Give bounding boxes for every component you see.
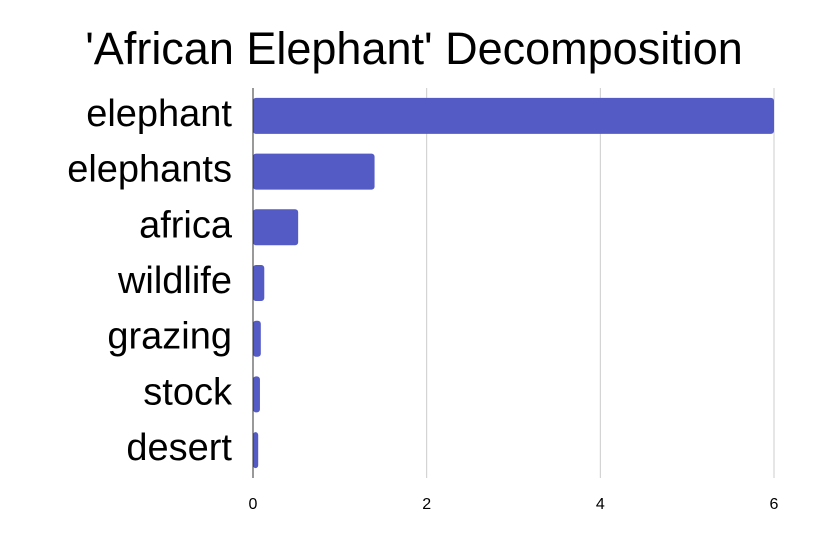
bar (253, 320, 261, 357)
bar (253, 153, 375, 190)
bar (253, 432, 259, 469)
y-tick-label: grazing (107, 316, 232, 358)
chart-title: 'African Elephant' Decomposition (85, 23, 743, 74)
y-tick-label: stock (143, 371, 233, 413)
x-tick-label: 6 (770, 496, 779, 513)
y-tick-label: desert (126, 427, 232, 469)
bar (253, 265, 265, 301)
bar (253, 376, 260, 413)
bar (253, 97, 774, 134)
x-tick-label: 4 (596, 496, 605, 513)
y-tick-label: elephant (86, 93, 232, 135)
y-tick-label: elephants (67, 149, 232, 191)
x-tick-label: 0 (249, 496, 258, 513)
bar (253, 209, 299, 246)
x-tick-label: 2 (422, 496, 431, 513)
y-tick-label: africa (139, 204, 233, 246)
y-tick-label: wildlife (117, 260, 232, 302)
